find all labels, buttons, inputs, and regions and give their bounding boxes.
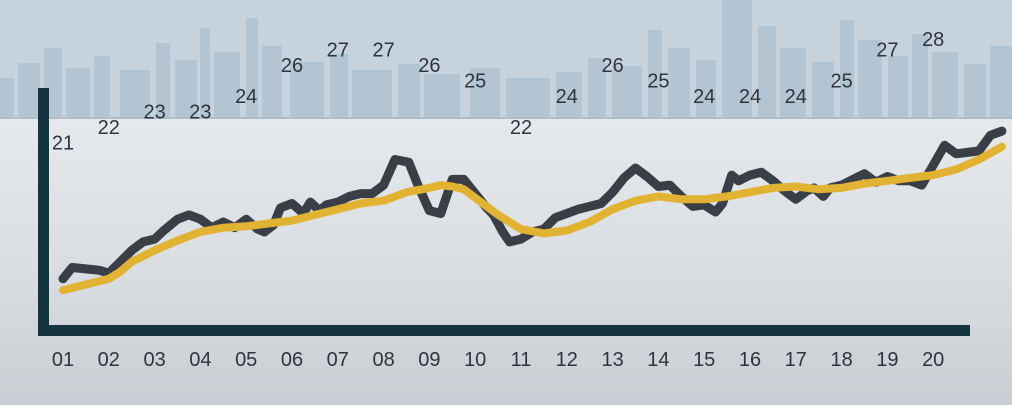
- x-axis: [38, 325, 970, 336]
- data-label: 26: [601, 55, 623, 77]
- x-tick-label: 04: [189, 349, 211, 371]
- data-label: 23: [143, 102, 165, 124]
- skyline-building: [156, 43, 170, 118]
- skyline-building: [932, 52, 958, 118]
- skyline-building: [120, 70, 150, 118]
- data-label: 23: [189, 102, 211, 124]
- skyline-building: [556, 72, 582, 118]
- skyline-building: [858, 40, 882, 118]
- skyline-building: [352, 70, 392, 118]
- skyline-building: [990, 46, 1012, 118]
- x-tick-labels: 01 02 03 04 05 06 07 08 09 10 11 12 13 14 15 16 17 18 19 20: [52, 349, 944, 371]
- skyline-building: [470, 68, 500, 118]
- data-label: 24: [785, 86, 807, 108]
- skyline-building: [588, 58, 606, 118]
- x-tick-label: 20: [922, 349, 944, 371]
- series-layer: [58, 126, 1007, 295]
- skyline-building: [612, 66, 642, 118]
- x-tick-label: 18: [830, 349, 852, 371]
- skyline-building: [912, 34, 928, 118]
- skyline-building: [290, 62, 324, 118]
- series-line-smoothed: [59, 142, 1006, 295]
- x-tick-label: 09: [418, 349, 440, 371]
- x-tick-label: 01: [52, 349, 74, 371]
- x-tick-label: 16: [739, 349, 761, 371]
- data-label: 22: [98, 117, 120, 139]
- background-panel: [0, 118, 1012, 405]
- skyline-building: [696, 60, 716, 118]
- x-tick-label: 03: [143, 349, 165, 371]
- skyline-building: [262, 46, 282, 118]
- data-label: 24: [556, 86, 578, 108]
- data-label: 27: [327, 40, 349, 62]
- skyline-building: [840, 20, 854, 118]
- x-tick-label: 08: [372, 349, 394, 371]
- skyline-building: [722, 0, 752, 118]
- data-label: 22: [510, 117, 532, 139]
- skyline-building: [66, 68, 90, 118]
- x-tick-label: 13: [601, 349, 623, 371]
- data-label: 25: [464, 71, 486, 93]
- skyline-building: [18, 63, 40, 118]
- skyline-building: [888, 56, 908, 118]
- data-label: 25: [830, 71, 852, 93]
- skyline-building: [175, 60, 197, 118]
- x-tick-label: 11: [511, 349, 532, 371]
- data-label: 26: [281, 55, 303, 77]
- skyline-building: [214, 52, 240, 118]
- data-label: 24: [693, 86, 715, 108]
- x-tick-label: 15: [693, 349, 715, 371]
- city-skyline: [0, 0, 1012, 118]
- skyline-building: [964, 64, 986, 118]
- skyline-building: [246, 18, 258, 118]
- x-tick-label: 17: [785, 349, 807, 371]
- x-tick-label: 07: [327, 349, 349, 371]
- data-label: 28: [922, 29, 944, 51]
- skyline-building: [0, 78, 14, 118]
- skyline-building: [94, 56, 110, 118]
- data-label: 26: [418, 55, 440, 77]
- skyline-building: [668, 48, 690, 118]
- skyline-building: [200, 28, 210, 118]
- y-axis: [38, 88, 49, 336]
- axes: [38, 88, 970, 336]
- skyline-building: [506, 78, 550, 118]
- data-label: 27: [876, 40, 898, 62]
- data-labels: 21 22 23 23 24 26 27 27 26 25 22 24 26 25 24 24 24 25 27 28: [52, 29, 944, 155]
- data-label: 21: [52, 133, 74, 155]
- skyline-building: [780, 48, 806, 118]
- x-tick-label: 12: [556, 349, 578, 371]
- x-tick-label: 10: [464, 349, 486, 371]
- data-label: 24: [235, 86, 257, 108]
- skyline-building: [398, 64, 420, 118]
- skyline-building: [758, 26, 776, 118]
- data-label: 27: [372, 40, 394, 62]
- skyline-building: [330, 54, 348, 118]
- x-tick-label: 02: [98, 349, 120, 371]
- skyline-building: [648, 30, 662, 118]
- x-tick-label: 06: [281, 349, 303, 371]
- data-label: 25: [647, 71, 669, 93]
- skyline-building: [424, 74, 460, 118]
- skyline-building: [812, 62, 834, 118]
- x-tick-label: 05: [235, 349, 257, 371]
- data-label: 24: [739, 86, 761, 108]
- x-tick-label: 14: [647, 349, 669, 371]
- x-tick-label: 19: [876, 349, 898, 371]
